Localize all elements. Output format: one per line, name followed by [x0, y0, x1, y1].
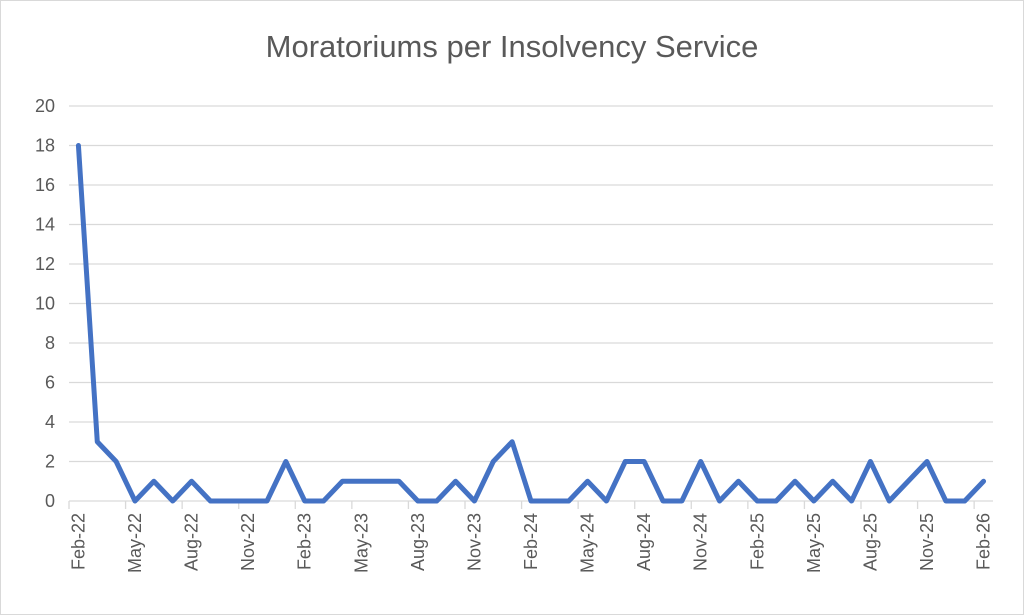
y-tick-label: 18	[35, 136, 55, 156]
x-tick-label: Nov-23	[464, 513, 484, 571]
x-tick-label: Nov-24	[691, 513, 711, 571]
y-tick-label: 16	[35, 175, 55, 195]
x-tick-label: Feb-26	[974, 513, 994, 570]
y-tick-label: 2	[45, 452, 55, 472]
x-tick-label: Feb-24	[521, 513, 541, 570]
y-tick-label: 14	[35, 215, 55, 235]
x-tick-label: Aug-25	[860, 513, 880, 571]
x-tick-label: May-22	[125, 513, 145, 573]
y-tick-label: 20	[35, 96, 55, 116]
chart-title: Moratoriums per Insolvency Service	[265, 29, 759, 64]
x-tick-label: Aug-24	[634, 513, 654, 571]
y-tick-label: 12	[35, 254, 55, 274]
x-tick-label: Nov-22	[238, 513, 258, 571]
y-tick-label: 4	[45, 412, 55, 432]
x-tick-label: May-24	[578, 513, 598, 573]
y-tick-label: 8	[45, 333, 55, 353]
x-tick-label: Feb-23	[295, 513, 315, 570]
x-tick-label: May-23	[351, 513, 371, 573]
x-tick-label: Aug-23	[408, 513, 428, 571]
y-tick-label: 10	[35, 294, 55, 314]
x-tick-label: May-25	[804, 513, 824, 573]
y-tick-label: 0	[45, 491, 55, 511]
x-tick-label: Feb-22	[68, 513, 88, 570]
x-tick-label: Feb-25	[747, 513, 767, 570]
series-line	[75, 143, 987, 504]
x-tick-label: Nov-25	[917, 513, 937, 571]
y-tick-label: 6	[45, 373, 55, 393]
x-tick-label: Aug-22	[182, 513, 202, 571]
